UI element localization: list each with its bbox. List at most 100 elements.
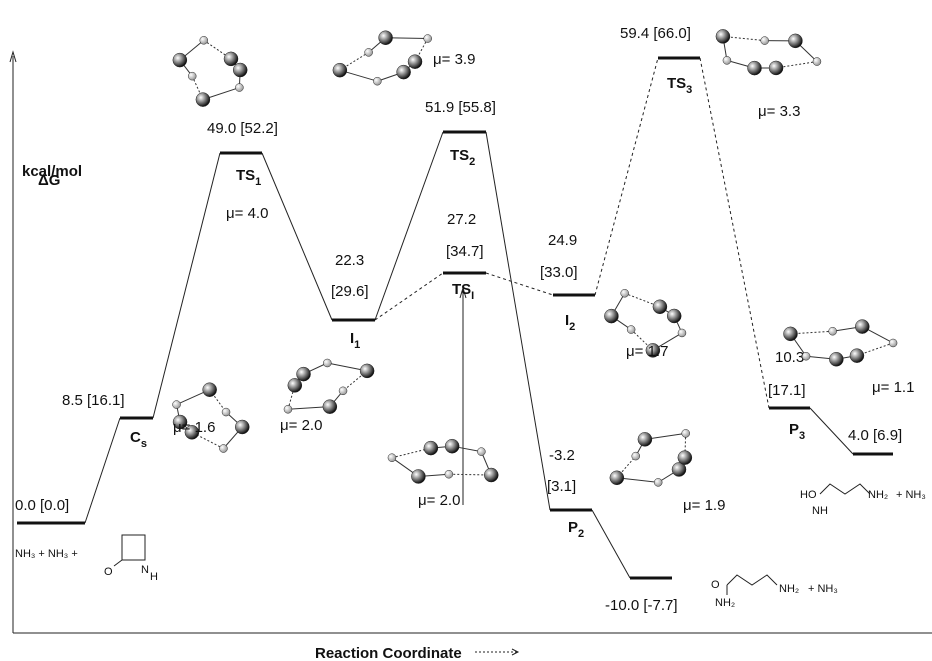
energy-label: 8.5 [16.1] (62, 392, 125, 409)
state-main: TS (236, 167, 255, 184)
formulas: NH₃ + NH₃ + O N H O NH₂ NH₂ + NH₃ HO NH … (15, 484, 926, 609)
state-sub: 2 (469, 156, 475, 168)
atom (445, 439, 459, 453)
state-sub: I (471, 290, 474, 302)
atom (784, 327, 798, 341)
state-main: TS (667, 75, 686, 92)
dipole: μ= 1.1 (872, 379, 914, 396)
atom (203, 383, 217, 397)
state-main: P (568, 519, 578, 536)
atom (333, 63, 347, 77)
atom (424, 35, 432, 43)
state-label: P2 (568, 519, 584, 540)
path (262, 153, 332, 320)
energy-label: 0.0 [0.0] (15, 497, 69, 514)
path (592, 510, 630, 578)
atom (284, 405, 292, 413)
atom (604, 309, 618, 323)
path (153, 153, 220, 418)
formula: NH₃ + NH₃ + (15, 548, 78, 560)
atom (654, 478, 662, 486)
atom (408, 55, 422, 69)
dipole: μ= 4.0 (226, 205, 268, 222)
state-sub: 2 (569, 321, 575, 333)
dipole: μ= 2.0 (280, 417, 322, 434)
atom (173, 401, 181, 409)
atom (813, 58, 821, 66)
path (486, 132, 550, 510)
atom (748, 61, 762, 75)
energy-label: -10.0 [-7.7] (605, 597, 678, 614)
bonds (727, 575, 777, 595)
state-main: TS (450, 147, 469, 164)
energy-label: 4.0 [6.9] (848, 427, 902, 444)
energy-label: [17.1] (768, 382, 806, 399)
atom (477, 448, 485, 456)
atom (219, 445, 227, 453)
energy-label: 49.0 [52.2] (207, 120, 278, 137)
state-label: I1 (350, 330, 360, 351)
atom (411, 469, 425, 483)
atom (716, 29, 730, 43)
atom (365, 48, 373, 56)
energy-label: -3.2 (549, 447, 575, 464)
atom (288, 378, 302, 392)
formula: NH₂ (868, 489, 888, 501)
formula: NH₂ (779, 583, 799, 595)
atom (224, 52, 238, 66)
dipole: μ= 3.9 (433, 51, 475, 68)
unit: kcal/mol (22, 163, 82, 180)
state-sub: 1 (354, 339, 360, 351)
energy-label: 22.3 (335, 252, 364, 269)
state-sub: 2 (578, 528, 584, 540)
atom (196, 93, 210, 107)
energy-label: 24.9 (548, 232, 577, 249)
atom (761, 37, 769, 45)
atom (235, 420, 249, 434)
path (375, 132, 443, 320)
formula: NH (812, 505, 828, 517)
path (810, 408, 853, 454)
atom (188, 72, 196, 80)
energy-label: 59.4 [66.0] (620, 25, 691, 42)
atom (484, 468, 498, 482)
paths (85, 58, 853, 578)
energy-label: [33.0] (540, 264, 578, 281)
atom (233, 63, 247, 77)
atom (627, 326, 635, 334)
atom (235, 84, 243, 92)
formula: O (711, 579, 720, 591)
atom (850, 349, 864, 363)
energy-label: [3.1] (547, 478, 576, 495)
state-main: P (789, 421, 799, 438)
energy-label: [34.7] (446, 243, 484, 260)
atom (855, 320, 869, 334)
atom (829, 352, 843, 366)
atom (373, 77, 381, 85)
formula: + NH₃ (896, 489, 926, 501)
dashed-path (595, 58, 658, 295)
atom (723, 56, 731, 64)
state-label: Cs (130, 429, 147, 450)
formula: O (104, 566, 113, 578)
formula: N (141, 564, 149, 576)
bonds (820, 484, 870, 494)
atom (788, 34, 802, 48)
atom (802, 352, 810, 360)
atom (667, 309, 681, 323)
dipole: μ= 2.0 (418, 492, 460, 509)
atom (653, 300, 667, 314)
atom (889, 339, 897, 347)
dipole: μ= 1.7 (626, 343, 668, 360)
energy-label: 27.2 (447, 211, 476, 228)
atom (222, 408, 230, 416)
atom (379, 31, 393, 45)
atom (397, 65, 411, 79)
state-sub: 1 (255, 176, 261, 188)
atom (638, 432, 652, 446)
state-label: TS1 (236, 167, 261, 188)
atom (632, 452, 640, 460)
energy-diagram: ΔG kcal/mol Reaction Coordinate 0.0 [0.0… (0, 0, 932, 661)
path (85, 418, 120, 523)
